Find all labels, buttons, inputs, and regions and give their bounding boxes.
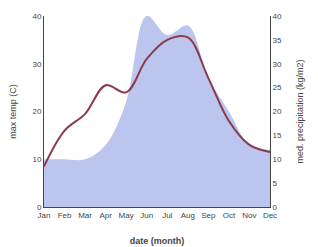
svg-text:max temp (C): max temp (C) <box>8 84 18 139</box>
svg-text:med. precipitation (kg/m2): med. precipitation (kg/m2) <box>295 59 305 163</box>
svg-text:35: 35 <box>273 36 282 45</box>
svg-text:May: May <box>119 211 134 220</box>
svg-text:Jul: Jul <box>162 211 172 220</box>
svg-text:0: 0 <box>37 203 42 212</box>
svg-text:Sep: Sep <box>201 211 216 220</box>
svg-text:10: 10 <box>273 155 282 164</box>
svg-text:30: 30 <box>273 60 282 69</box>
svg-text:Jun: Jun <box>140 211 153 220</box>
svg-text:Feb: Feb <box>58 211 72 220</box>
svg-text:5: 5 <box>273 179 278 188</box>
svg-text:30: 30 <box>32 60 41 69</box>
svg-text:25: 25 <box>273 83 282 92</box>
svg-text:20: 20 <box>273 107 282 116</box>
svg-text:40: 40 <box>32 12 41 21</box>
svg-text:Oct: Oct <box>223 211 236 220</box>
svg-text:15: 15 <box>273 131 282 140</box>
svg-text:40: 40 <box>273 12 282 21</box>
svg-text:Dec: Dec <box>263 211 277 220</box>
svg-text:10: 10 <box>32 155 41 164</box>
svg-text:20: 20 <box>32 107 41 116</box>
svg-text:Mar: Mar <box>78 211 92 220</box>
svg-text:Apr: Apr <box>99 211 112 220</box>
svg-text:0: 0 <box>273 203 278 212</box>
svg-text:date (month): date (month) <box>130 236 185 246</box>
svg-text:Aug: Aug <box>181 211 195 220</box>
svg-text:Jan: Jan <box>38 211 51 220</box>
svg-text:Nov: Nov <box>242 211 256 220</box>
